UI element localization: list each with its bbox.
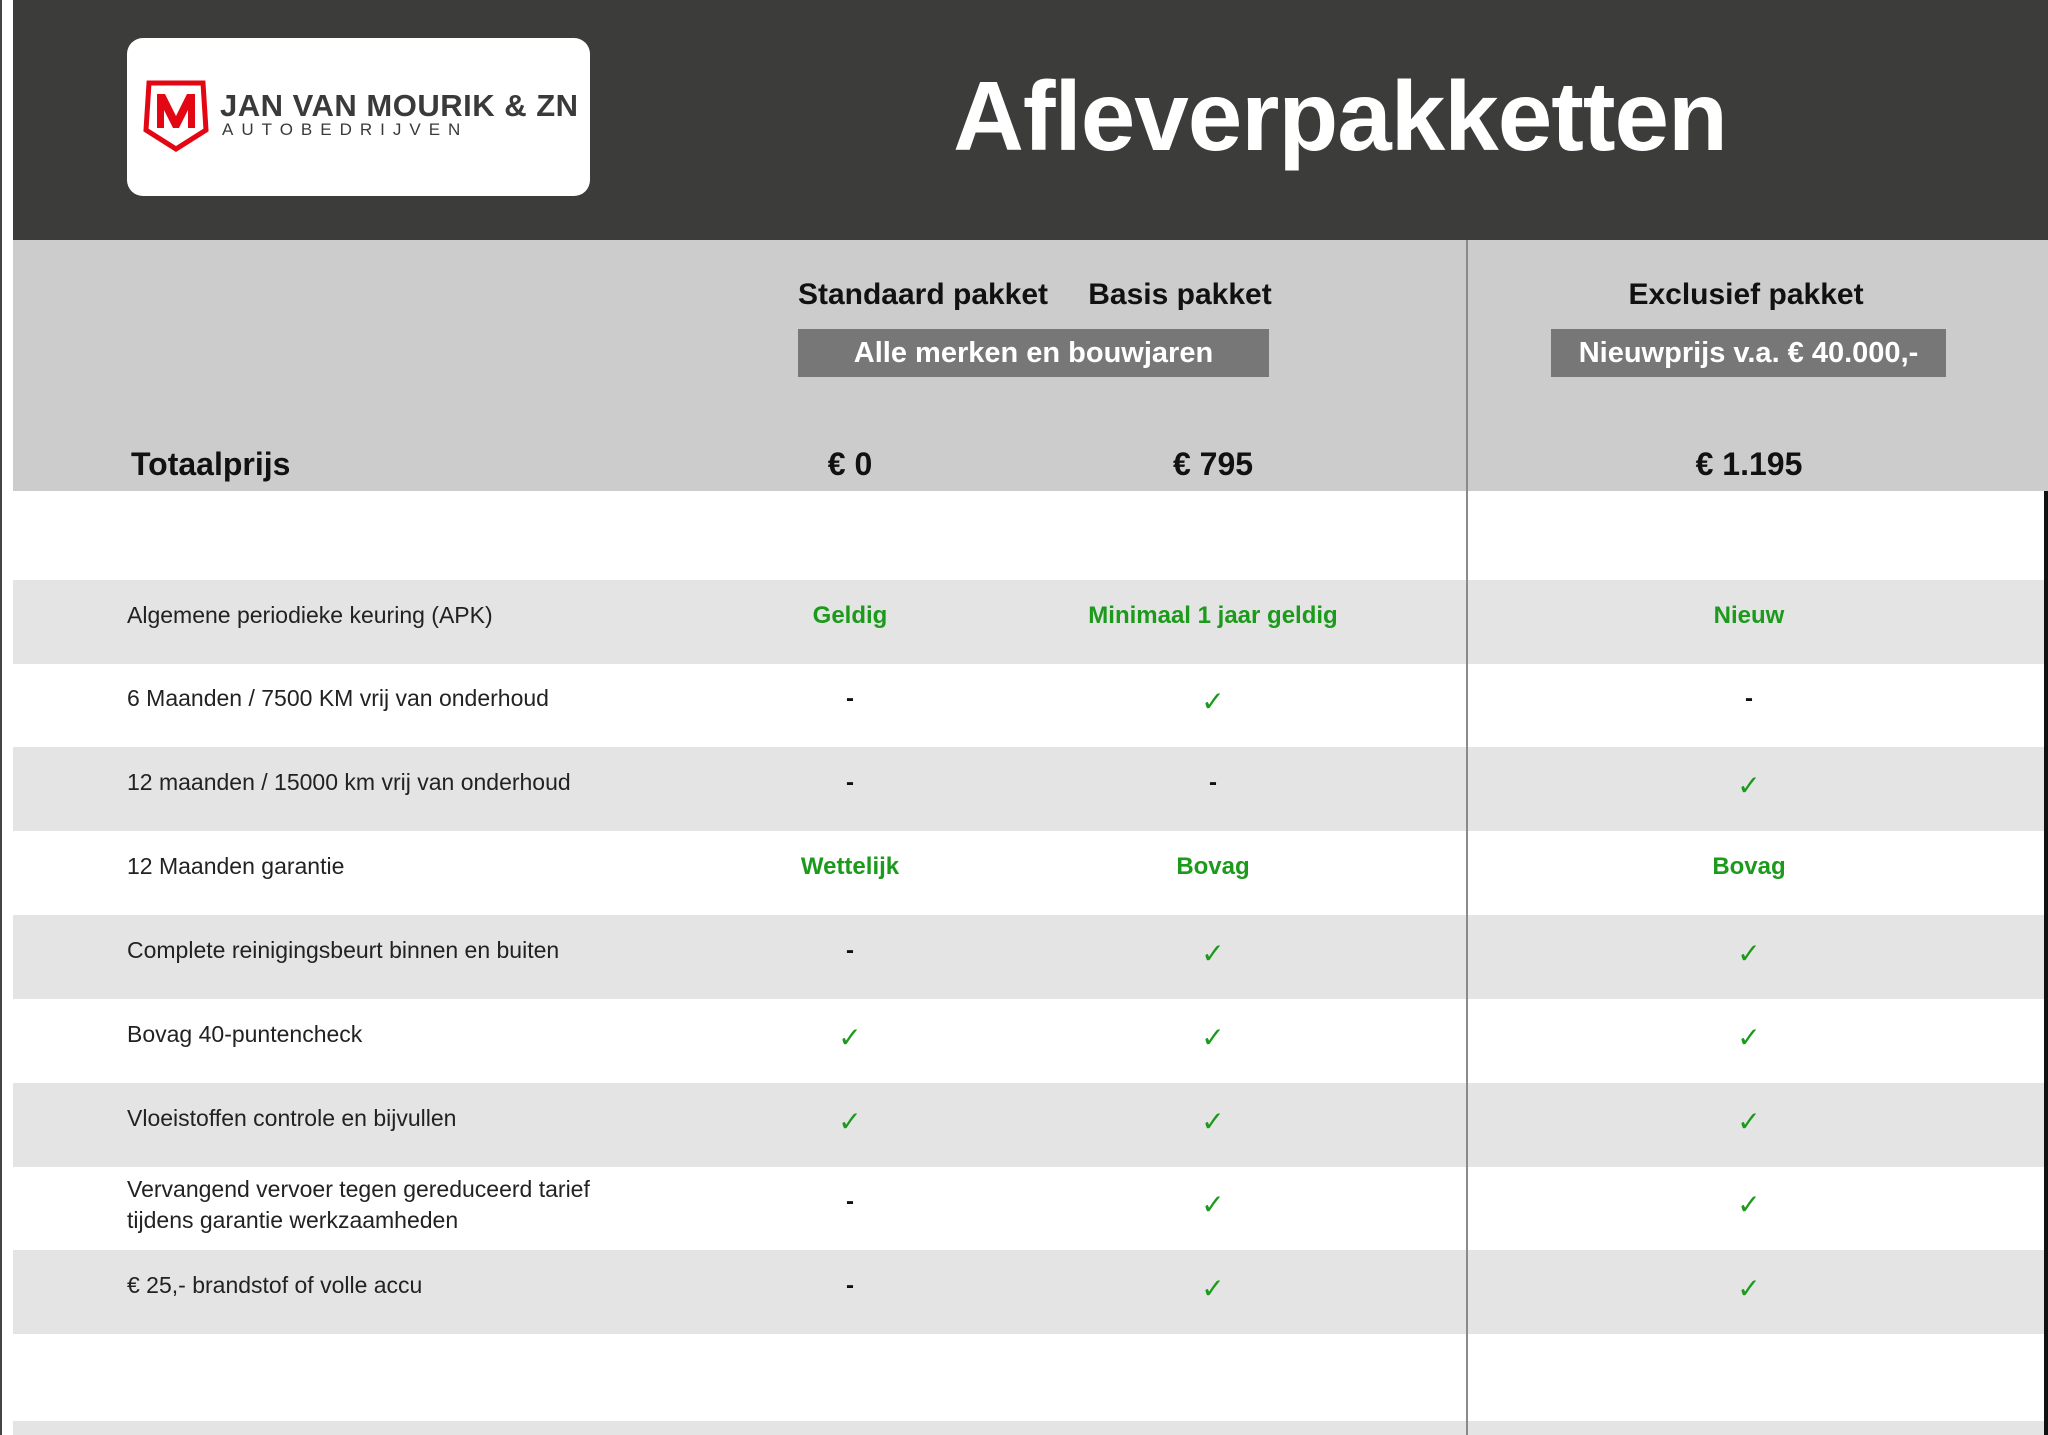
page-border-right: [2044, 491, 2048, 1435]
check-icon: ✓: [838, 1106, 862, 1137]
logo-subtitle: AUTOBEDRIJVEN: [222, 120, 469, 139]
table-row: Vervangend vervoer tegen gereduceerd tar…: [13, 1166, 2044, 1250]
cell-value: Geldig: [812, 602, 888, 629]
check-icon: ✓: [1201, 1106, 1225, 1137]
price-standaard: € 0: [827, 446, 873, 482]
check-icon: ✓: [1737, 770, 1761, 801]
row-label: 12 Maanden garantie: [127, 853, 345, 879]
check-icon: ✓: [1201, 938, 1225, 969]
dash-value: -: [846, 937, 854, 964]
check-icon: ✓: [1201, 1273, 1225, 1304]
table-row: Algemene periodieke keuring (APK) Geldig M…: [13, 580, 2044, 664]
dash-value: -: [846, 769, 854, 796]
dash-value: -: [846, 685, 854, 712]
check-icon: ✓: [838, 1022, 862, 1053]
cell-value: Bovag: [1176, 853, 1250, 880]
page-border: [0, 0, 2, 1435]
check-icon: ✓: [1737, 938, 1761, 969]
table-footer-row: [13, 1421, 2044, 1435]
table-row: Bovag 40-puntencheck ✓ ✓ ✓: [13, 999, 2044, 1083]
row-label: € 25,- brandstof of volle accu: [127, 1272, 423, 1298]
table-row: 6 Maanden / 7500 KM vrij van onderhoud - ✓…: [13, 663, 2044, 747]
dash-value: -: [846, 1188, 854, 1215]
dash-value: -: [1745, 685, 1753, 712]
check-icon: ✓: [1201, 1189, 1225, 1220]
row-label: Vloeistoffen controle en bijvullen: [127, 1105, 457, 1131]
table-row: Complete reinigingsbeurt binnen en buite…: [13, 915, 2044, 999]
column-divider: [1466, 240, 1468, 1435]
check-icon: ✓: [1737, 1189, 1761, 1220]
check-icon: ✓: [1201, 686, 1225, 717]
row-label: 12 maanden / 15000 km vrij van onderhoud: [127, 769, 571, 795]
row-label: Algemene periodieke keuring (APK): [127, 602, 493, 628]
tag-all-brands: Alle merken en bouwjaren: [798, 329, 1269, 377]
logo-shield-icon: [143, 80, 209, 152]
price-exclusief: € 1.195: [1695, 446, 1803, 482]
dash-value: -: [1209, 769, 1217, 796]
table-row: Vloeistoffen controle en bijvullen ✓ ✓ ✓: [13, 1083, 2044, 1167]
row-label: 6 Maanden / 7500 KM vrij van onderhoud: [127, 685, 549, 711]
check-icon: ✓: [1737, 1022, 1761, 1053]
row-label: Vervangend vervoer tegen gereduceerd tar…: [127, 1176, 590, 1233]
dash-value: -: [846, 1272, 854, 1299]
row-label: Bovag 40-puntencheck: [127, 1021, 363, 1047]
column-header-standaard: Standaard pakket: [797, 278, 1049, 311]
total-price-label: Totaalprijs: [131, 446, 291, 482]
page-title: Afleverpakketten: [953, 61, 1728, 171]
tag-new-price: Nieuwprijs v.a. € 40.000,-: [1551, 329, 1946, 377]
row-label: Complete reinigingsbeurt binnen en buite…: [127, 937, 560, 963]
table-row: 12 Maanden garantie Wettelijk Bovag Bovag: [13, 831, 2044, 915]
check-icon: ✓: [1737, 1106, 1761, 1137]
check-icon: ✓: [1737, 1273, 1761, 1304]
table-row: 12 maanden / 15000 km vrij van onderhoud…: [13, 747, 2044, 831]
check-icon: ✓: [1201, 1022, 1225, 1053]
column-header-basis: Basis pakket: [1088, 278, 1272, 311]
cell-value: Nieuw: [1713, 602, 1785, 629]
logo-name: JAN VAN MOURIK & ZN: [220, 88, 579, 123]
table-row: € 25,- brandstof of volle accu - ✓ ✓: [13, 1250, 2044, 1334]
cell-value: Minimaal 1 jaar geldig: [1088, 602, 1338, 629]
cell-value: Wettelijk: [800, 853, 900, 880]
price-basis: € 795: [1172, 446, 1254, 482]
cell-value: Bovag: [1712, 853, 1786, 880]
column-header-exclusief: Exclusief pakket: [1628, 278, 1864, 311]
